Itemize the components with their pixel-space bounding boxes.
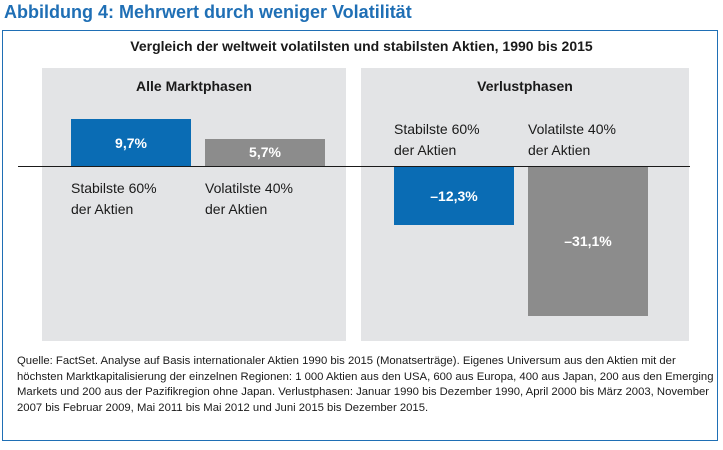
category-label: Stabilste 60% der Aktien: [394, 119, 524, 161]
category-label-line: Volatilste 40%: [528, 121, 616, 137]
category-label-line: der Aktien: [394, 142, 457, 158]
bar-panel2-stabilste: –12,3%: [394, 166, 514, 226]
category-label-line: der Aktien: [205, 201, 268, 217]
bar-value-label: 5,7%: [249, 144, 281, 161]
category-label: Stabilste 60% der Aktien: [71, 178, 201, 220]
panel-background-alle-marktphasen: [42, 68, 346, 341]
category-label-line: Volatilste 40%: [205, 180, 293, 196]
panel-title-alle-marktphasen: Alle Marktphasen: [136, 78, 252, 94]
zero-baseline: [18, 166, 690, 167]
bar-value-label: 9,7%: [115, 134, 147, 151]
category-label-line: Stabilste 60%: [71, 180, 157, 196]
source-note: Quelle: FactSet. Analyse auf Basis inter…: [17, 355, 714, 414]
bar-value-label: –12,3%: [430, 187, 478, 204]
category-label-line: der Aktien: [528, 142, 591, 158]
bar-value-label: –31,1%: [564, 233, 612, 249]
category-label-line: Stabilste 60%: [394, 121, 480, 137]
bar-panel1-stabilste: 9,7%: [71, 119, 191, 166]
bar-panel1-volatilste: 5,7%: [205, 138, 325, 166]
chart-title: Vergleich der weltweit volatilsten und s…: [130, 38, 593, 54]
figure-title: Abbildung 4: Mehrwert durch weniger Vola…: [4, 2, 412, 22]
bar-panel2-volatilste: –31,1%: [528, 166, 648, 316]
figure-frame: [2, 30, 718, 441]
category-label: Volatilste 40% der Aktien: [205, 178, 335, 220]
category-label-line: der Aktien: [71, 201, 134, 217]
panel-title-verlustphasen: Verlustphasen: [477, 78, 573, 94]
category-label: Volatilste 40% der Aktien: [528, 119, 658, 161]
